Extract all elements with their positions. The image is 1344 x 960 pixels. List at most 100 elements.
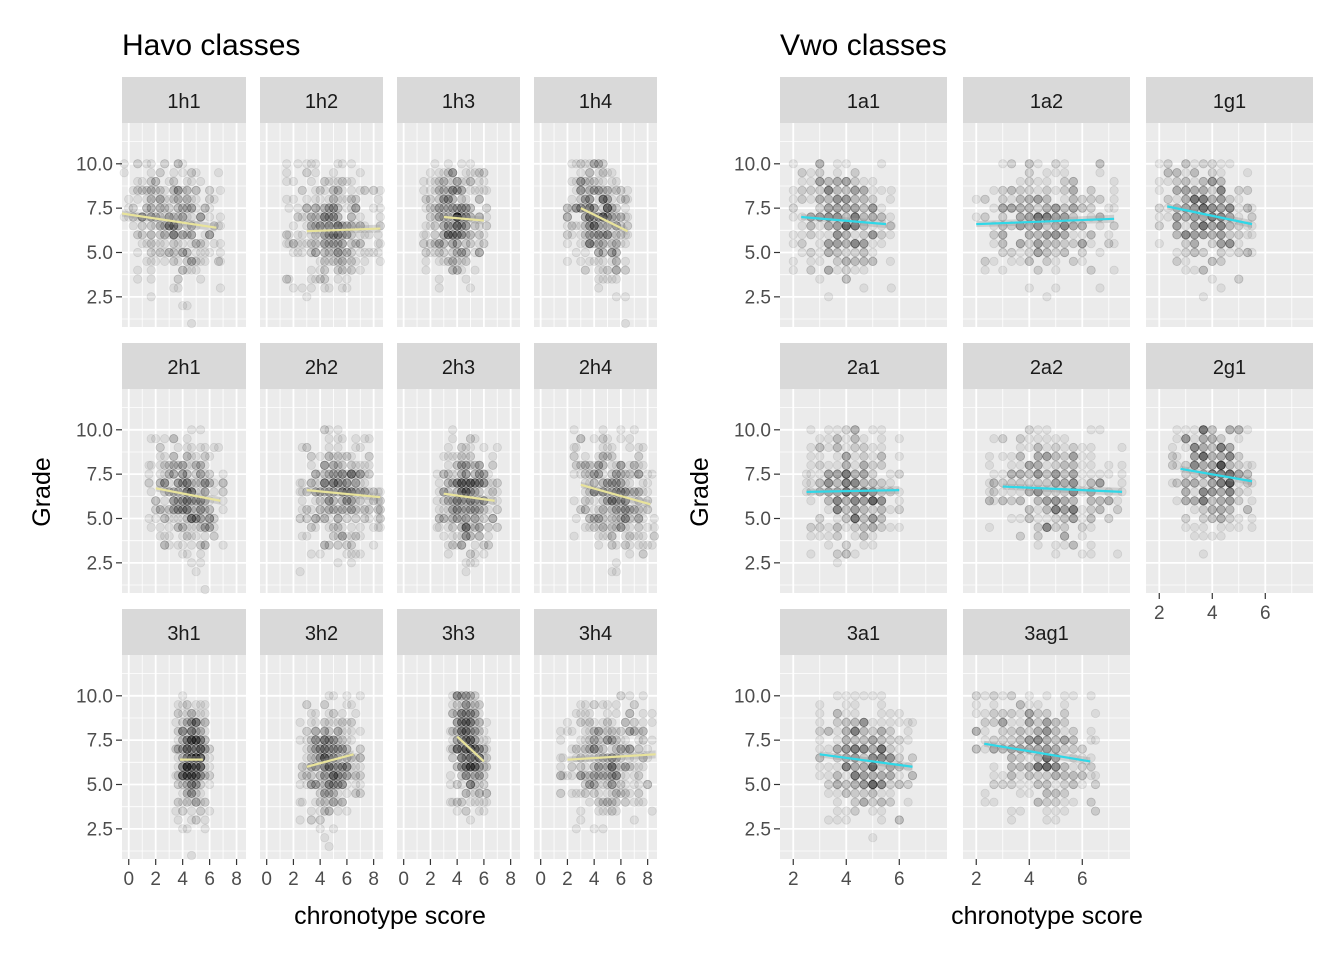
data-point [470,513,480,524]
data-point [333,247,343,258]
data-point [492,442,502,453]
data-point [333,540,343,550]
data-point [333,425,343,435]
data-point [315,824,325,834]
data-point [196,239,206,249]
data-point [319,460,330,470]
data-point [876,185,887,195]
data-point [160,247,170,258]
data-point [205,212,215,222]
data-point [196,247,206,258]
data-point [479,239,489,249]
data-point [342,770,352,781]
data-point [333,469,343,479]
data-point [342,788,352,799]
data-point [576,788,586,799]
data-point [355,168,365,178]
data-point [196,726,206,736]
data-point [868,247,878,258]
strip-label-1h4: 1h4 [579,91,612,113]
data-point [155,168,165,178]
data-point [169,496,179,506]
data-point [461,700,471,710]
data-point [474,797,484,807]
data-point [155,194,165,204]
data-point [319,239,330,249]
data-point [607,504,617,515]
data-point [306,239,316,249]
data-point [611,708,622,719]
data-point [492,522,502,533]
data-point [598,779,608,790]
data-point [456,708,467,719]
data-point [178,168,188,178]
data-point [311,735,321,745]
data-point [333,558,343,568]
data-point [589,434,599,444]
data-point [859,185,869,195]
data-point [1109,265,1119,275]
data-point [788,203,798,213]
data-point [638,691,648,701]
data-point [859,283,869,293]
data-point [182,230,192,240]
data-point [311,469,321,479]
data-point [355,779,365,790]
data-point [214,256,224,266]
data-point [788,212,798,222]
data-point [607,726,617,736]
data-point [205,806,215,816]
data-point [368,540,379,550]
data-point [160,230,170,240]
data-point [315,496,325,506]
data-point [328,708,339,719]
data-point [173,203,183,213]
data-point [328,185,339,195]
data-point [164,247,174,258]
data-point [178,726,188,736]
data-point [315,194,325,204]
data-point [461,451,471,461]
data-point [448,540,458,550]
data-point [191,256,201,266]
data-point [355,212,365,222]
data-point [144,460,154,470]
data-point [187,558,197,568]
data-point [182,176,192,187]
data-point [620,239,631,249]
data-point [284,203,294,213]
data-point [333,274,343,284]
data-point [337,496,347,506]
data-point [191,256,201,266]
data-point [351,478,361,488]
data-point [196,212,206,222]
data-point [182,185,192,195]
data-point [178,230,188,240]
data-point [182,442,192,453]
data-point [173,230,183,240]
data-point [439,221,449,231]
data-point [629,460,639,470]
data-point [187,806,197,816]
data-point [297,762,307,772]
data-point [302,203,312,213]
data-point [788,185,798,195]
data-point [850,256,860,266]
data-point [434,274,444,284]
strip-label-1a2: 1a2 [1030,91,1063,113]
data-point [461,522,471,533]
data-point [155,194,165,204]
data-point [616,185,626,195]
data-point [474,194,484,204]
data-point [155,203,165,213]
xtick-label: 6 [204,869,215,890]
data-point [160,256,170,266]
data-point [191,265,201,275]
data-point [593,460,604,470]
data-point [311,522,321,533]
data-point [205,230,215,240]
data-point [598,434,608,444]
data-point [806,247,816,258]
data-point [215,256,225,266]
